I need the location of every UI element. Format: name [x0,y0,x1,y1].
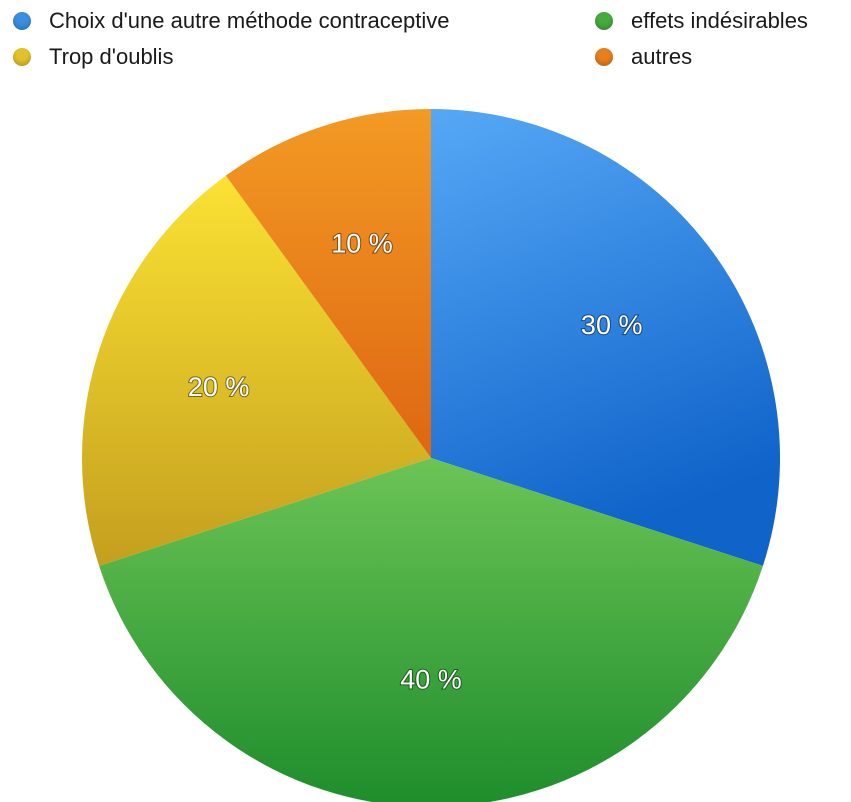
legend-item-autres: autres [595,42,692,72]
legend-label: Choix d'une autre méthode contraceptive [49,8,450,33]
legend-dot-orange [595,48,613,66]
slice-value-label: 40 % [400,664,462,694]
legend-item-autre-methode: Choix d'une autre méthode contraceptive [13,6,449,36]
legend-dot-blue [13,12,31,30]
legend: Choix d'une autre méthode contraceptive … [0,0,851,80]
slice-value-label: 30 % [581,310,643,340]
legend-item-oublis: Trop d'oublis [13,42,173,72]
legend-dot-yellow [13,48,31,66]
slice-oublis [82,175,432,566]
legend-dot-green [595,12,613,30]
legend-label: Trop d'oublis [49,44,174,69]
legend-label: autres [631,44,693,69]
slice-value-label: 10 % [331,229,393,259]
legend-label: effets indésirables [631,8,808,33]
slice-value-label: 20 % [188,372,250,402]
slice-autre-methode [431,109,780,566]
slice-autres [225,109,431,458]
legend-item-effets: effets indésirables [595,6,808,36]
slice-effets [99,458,763,802]
